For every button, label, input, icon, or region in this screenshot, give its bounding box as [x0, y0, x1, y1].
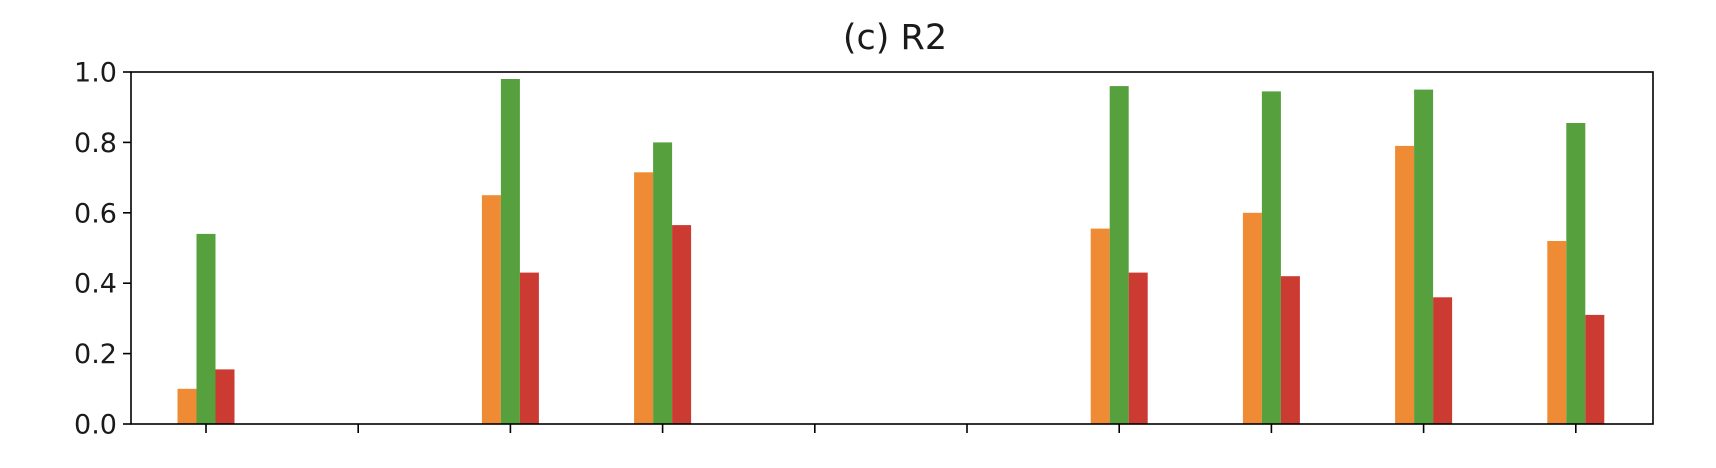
chart-title: (c) R2 [843, 18, 947, 58]
bars-layer [177, 79, 1605, 425]
y-tick-label: 0.2 [74, 339, 117, 370]
bar-s2-g1 [196, 233, 216, 424]
y-tick-label: 0.8 [74, 128, 117, 159]
bar-s2-g8 [1261, 91, 1281, 425]
bar-s3-g7 [1128, 272, 1148, 424]
bar-s2-g9 [1414, 89, 1434, 424]
bar-s2-g10 [1566, 123, 1586, 424]
bar-s3-g1 [215, 369, 235, 424]
bar-s1-g7 [1090, 228, 1110, 424]
bar-s2-g3 [500, 79, 520, 424]
bar-s3-g4 [672, 225, 692, 424]
bar-s1-g1 [177, 388, 197, 424]
axes-layer: 0.0 0.2 0.4 0.6 0.8 1.0 [74, 58, 1654, 441]
y-tick-label: 0.6 [74, 198, 117, 229]
bar-s1-g3 [481, 195, 501, 424]
bar-s1-g10 [1547, 241, 1567, 424]
bar-s3-g9 [1433, 297, 1453, 424]
y-tick-label: 1.0 [74, 58, 117, 89]
bar-s1-g8 [1242, 212, 1262, 424]
plot-frame [130, 71, 1654, 425]
bar-s1-g4 [634, 172, 654, 424]
bar-s3-g10 [1585, 314, 1605, 424]
bar-s3-g3 [519, 272, 539, 424]
bar-s3-g8 [1280, 276, 1300, 424]
bar-s2-g4 [653, 142, 673, 424]
bar-s2-g7 [1109, 86, 1129, 424]
y-tick-label: 0.0 [74, 410, 117, 441]
bar-s1-g9 [1395, 145, 1415, 424]
y-tick-label: 0.4 [74, 269, 117, 300]
